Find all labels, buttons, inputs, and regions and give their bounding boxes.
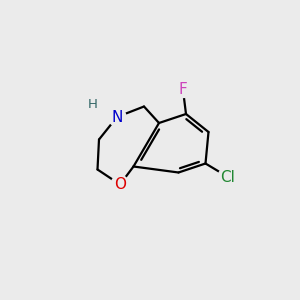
Circle shape: [85, 98, 100, 112]
Circle shape: [176, 82, 190, 98]
Text: F: F: [178, 82, 188, 98]
Circle shape: [108, 108, 126, 126]
Text: Cl: Cl: [220, 169, 236, 184]
Text: N: N: [111, 110, 123, 124]
Circle shape: [218, 167, 238, 187]
Circle shape: [111, 176, 129, 194]
Text: H: H: [88, 98, 98, 112]
Text: O: O: [114, 177, 126, 192]
